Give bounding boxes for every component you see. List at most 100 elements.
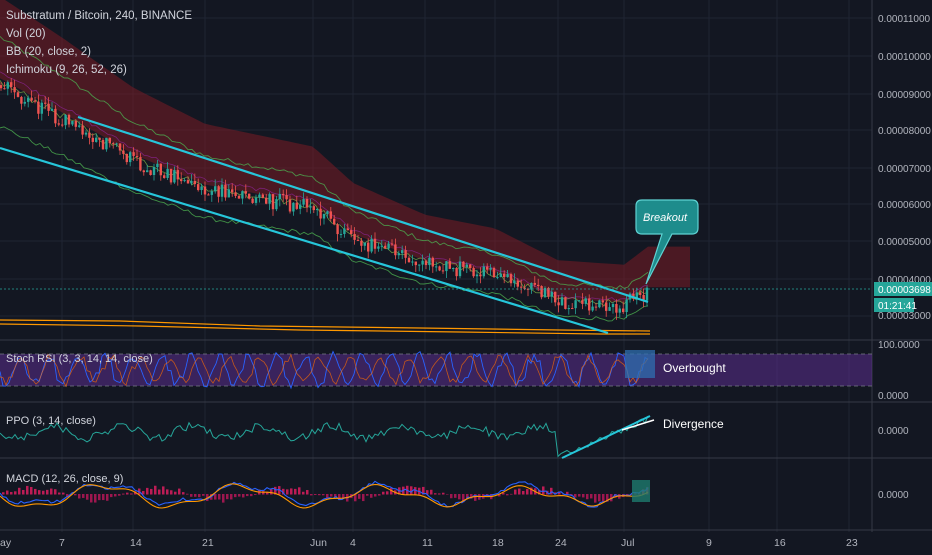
macd-histogram-bar	[294, 488, 297, 495]
candle-body	[220, 184, 224, 197]
candle-body	[462, 261, 465, 268]
countdown-tag	[874, 298, 914, 312]
macd-histogram-bar	[246, 494, 249, 497]
candle-body	[57, 123, 60, 125]
candle-body	[448, 261, 451, 269]
date-tick: ay	[0, 537, 12, 549]
macd-histogram-bar	[434, 493, 437, 495]
indicator-bb: BB (20, close, 2)	[6, 46, 91, 58]
macd-histogram-bar	[90, 494, 93, 503]
candle-body	[394, 244, 397, 256]
candle-body	[95, 137, 98, 142]
candle-body	[326, 211, 329, 215]
indicator-vol: Vol (20)	[6, 28, 46, 40]
macd-histogram-bar	[318, 494, 321, 496]
candle-body	[10, 82, 13, 88]
candle-body	[537, 284, 540, 287]
candle-body	[543, 287, 547, 298]
candle-body	[78, 125, 81, 127]
macd-histogram-bar	[18, 487, 21, 495]
macd-histogram-bar	[34, 488, 37, 495]
candle-body	[237, 195, 241, 199]
macd-histogram-bar	[450, 494, 453, 499]
candle-body	[343, 228, 346, 235]
candle-body	[390, 243, 394, 245]
macd-histogram-bar	[542, 486, 545, 495]
macd-histogram-bar	[178, 488, 181, 495]
candle-body	[71, 121, 74, 125]
candle-body	[305, 199, 309, 208]
candle-body	[506, 274, 509, 278]
candle-body	[50, 108, 54, 111]
candle-body	[424, 260, 428, 266]
breakout-callout[interactable]: Breakout	[635, 199, 699, 285]
candle-body	[282, 193, 285, 196]
candle-body	[581, 300, 584, 304]
candle-body	[611, 303, 615, 308]
macd-histogram-bar	[154, 485, 157, 495]
candle-body	[380, 245, 383, 247]
macd-histogram-bar	[14, 491, 17, 495]
macd-histogram-bar	[598, 494, 601, 502]
candle-body	[251, 198, 254, 203]
macd-histogram-bar	[238, 494, 241, 497]
candle-body	[418, 264, 421, 266]
macd-histogram-bar	[202, 494, 205, 496]
candle-body	[118, 143, 122, 151]
price-tick: 0.00005000	[878, 237, 931, 248]
macd-histogram-bar	[602, 494, 605, 502]
macd-histogram-bar	[94, 494, 97, 503]
candle-body	[642, 294, 645, 301]
macd-histogram-bar	[50, 488, 53, 495]
candle-body	[217, 186, 220, 197]
candle-body	[261, 194, 264, 198]
price-tick: 0.00007000	[878, 164, 931, 175]
price-tick: 0.00006000	[878, 200, 931, 211]
macd-histogram-bar	[242, 494, 245, 498]
candle-body	[44, 102, 47, 104]
macd-histogram-bar	[226, 494, 229, 500]
macd-histogram-bar	[502, 492, 505, 495]
macd-histogram-bar	[314, 494, 317, 495]
candle-body	[190, 180, 193, 184]
candle-body	[360, 240, 363, 246]
macd-histogram-bar	[538, 489, 541, 495]
macd-histogram-bar	[174, 491, 177, 495]
trend-channel[interactable]	[0, 115, 872, 335]
candle-body	[346, 228, 349, 231]
macd-histogram-bar	[354, 494, 357, 502]
macd-histogram-bar	[322, 494, 325, 496]
candle-body	[200, 186, 203, 191]
stoch-k-line	[0, 350, 649, 390]
candle-body	[469, 264, 472, 269]
candle-body	[503, 273, 506, 278]
macd-histogram-bar	[170, 490, 173, 495]
candle-body	[598, 300, 601, 308]
macd-histogram-bar	[270, 489, 273, 495]
candle-body	[560, 297, 564, 306]
candle-body	[23, 101, 26, 104]
candle-body	[353, 233, 356, 240]
lower-trendline	[0, 146, 609, 335]
candle-body	[278, 193, 281, 200]
breakout-bubble	[635, 199, 699, 285]
macd-axis-zero: 0.0000	[878, 490, 909, 501]
macd-histogram-bar	[474, 494, 477, 501]
candle-body	[173, 170, 176, 183]
macd-histogram-bar	[510, 493, 513, 495]
last-price-tag	[874, 282, 932, 296]
macd-histogram-bar	[54, 489, 57, 495]
ppo-line	[0, 415, 649, 458]
macd-histogram-bar	[10, 491, 13, 495]
candle-body	[492, 267, 496, 278]
macd-histogram-bar	[250, 494, 253, 497]
price-tick: 0.00008000	[878, 126, 931, 137]
candle-body	[482, 266, 485, 277]
macd-histogram-bar	[358, 494, 361, 499]
candle-body	[292, 202, 295, 212]
candle-body	[356, 239, 360, 241]
macd-histogram-bar	[530, 487, 533, 495]
candle-body	[231, 189, 234, 193]
candle-body	[254, 197, 258, 203]
